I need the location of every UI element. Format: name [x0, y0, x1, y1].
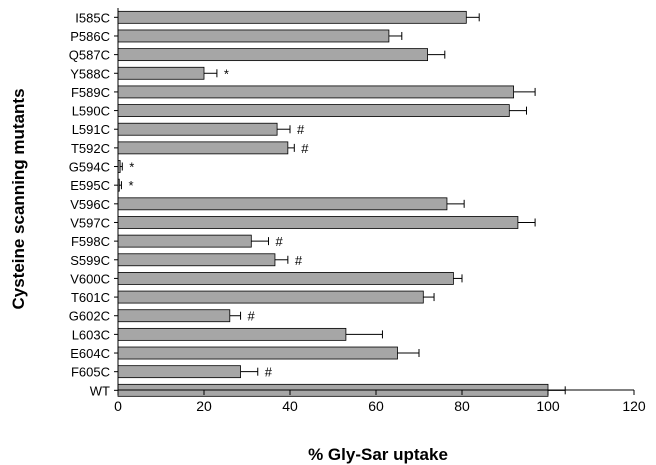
annotation-T592C: #	[301, 141, 309, 156]
annotation-Y588C: *	[224, 66, 229, 81]
annotations-group: * # # * * # # # #	[128, 66, 309, 379]
x-axis-title: % Gly-Sar uptake	[308, 445, 448, 464]
category-label-G594C: G594C	[69, 160, 110, 175]
annotation-G602C: #	[248, 309, 256, 324]
bar-F598C	[117, 234, 252, 248]
annotation-F605C: #	[265, 365, 273, 380]
category-label-F605C: F605C	[71, 365, 110, 380]
bar-E604C	[117, 346, 398, 360]
annotation-L591C: #	[297, 122, 305, 137]
x-tick-label-40: 40	[282, 398, 298, 414]
bar-V600C	[117, 272, 454, 285]
category-labels-group: I585C P586C Q587C Y588C F589C L590C L591C T592C…	[69, 10, 118, 398]
bar-T601C	[117, 290, 424, 304]
bar-F589C	[117, 85, 515, 99]
bar-L591C	[117, 122, 278, 136]
annotation-F598C: #	[276, 234, 284, 249]
category-label-V597C: V597C	[70, 215, 110, 230]
category-label-L591C: L591C	[72, 122, 110, 137]
category-label-E595C: E595C	[70, 178, 110, 193]
bar-V596C	[117, 197, 448, 211]
category-label-T592C: T592C	[71, 141, 110, 156]
x-axis: 0 20 40 60 80 100 120	[114, 389, 646, 414]
bars-group	[117, 10, 549, 397]
annotation-E595C: *	[128, 178, 133, 193]
x-tick-label-0: 0	[114, 398, 122, 414]
category-label-V596C: V596C	[70, 197, 110, 212]
category-label-Y588C: Y588C	[70, 66, 110, 81]
category-label-L590C: L590C	[72, 104, 110, 119]
bar-V597C	[117, 216, 519, 229]
annotation-S599C: #	[295, 253, 303, 268]
bar-I585C	[117, 10, 467, 24]
category-label-S599C: S599C	[70, 253, 110, 268]
category-label-Q587C: Q587C	[69, 48, 110, 63]
category-label-I585C: I585C	[75, 10, 110, 25]
bar-T592C	[117, 141, 289, 155]
bar-S599C	[117, 253, 276, 267]
category-label-L603C: L603C	[72, 327, 110, 342]
x-tick-label-100: 100	[536, 398, 560, 414]
category-label-P586C: P586C	[70, 29, 110, 44]
annotation-G594C: *	[129, 160, 134, 175]
bar-L603C	[117, 327, 347, 341]
bar-G602C	[117, 309, 231, 323]
category-label-WT: WT	[90, 383, 110, 398]
x-tick-label-120: 120	[622, 398, 646, 414]
category-label-G602C: G602C	[69, 309, 110, 324]
category-label-F598C: F598C	[71, 234, 110, 249]
bar-P586C	[117, 29, 390, 43]
bar-Y588C	[117, 66, 205, 80]
category-label-V600C: V600C	[70, 271, 110, 286]
category-label-F589C: F589C	[71, 85, 110, 100]
bar-L590C	[117, 104, 510, 117]
bar-F605C	[117, 365, 241, 379]
x-tick-label-80: 80	[454, 398, 470, 414]
category-label-T601C: T601C	[71, 290, 110, 305]
bar-Q587C	[117, 48, 429, 62]
category-label-E604C: E604C	[70, 346, 110, 361]
x-tick-label-60: 60	[368, 398, 384, 414]
y-axis-title: Cysteine scanning mutants	[9, 88, 28, 309]
x-tick-label-20: 20	[196, 398, 212, 414]
